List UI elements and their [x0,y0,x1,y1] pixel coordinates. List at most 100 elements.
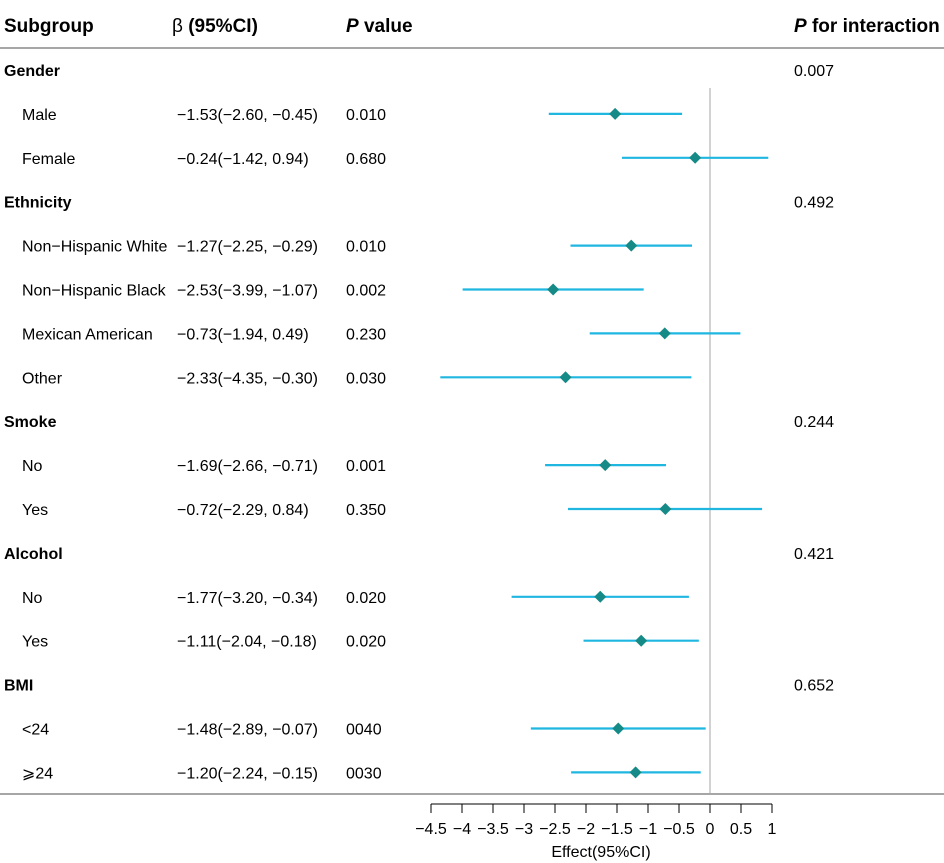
p-interaction-value: 0.492 [794,195,834,212]
subgroup-label: <24 [22,722,49,739]
group-label: Ethnicity [4,195,72,212]
group-label: BMI [4,678,33,695]
estimate-ci-text: −2.33(−4.35, −0.30) [177,370,318,387]
estimate-ci-text: −1.48(−2.89, −0.07) [177,722,318,739]
group-row: Gender 0.007 [4,63,834,80]
group-row: Ethnicity 0.492 [4,195,834,212]
estimate-ci-text: −2.53(−3.99, −1.07) [177,283,318,300]
subgroup-label: Female [22,151,75,168]
p-value: 0.020 [346,634,386,651]
point-estimate [599,459,612,472]
p-value: 0030 [346,765,382,782]
group-label: Smoke [4,414,57,431]
point-estimate [629,766,642,779]
subgroup-row: Mexican American −0.73(−1.94, 0.49) 0.230 [22,326,741,343]
point-estimate [689,151,702,164]
point-estimate [547,283,560,296]
estimate-ci-text: −1.11(−2.04, −0.18) [177,634,317,651]
tick-label: 0.5 [730,821,752,838]
tick-label: −0.5 [663,821,695,838]
subgroup-row: Female −0.24(−1.42, 0.94) 0.680 [22,151,769,168]
p-value: 0.010 [346,239,386,256]
header-p-rest: value [359,16,413,37]
header-p-interaction: P for interaction [794,16,940,37]
subgroup-label: Non−Hispanic Black [22,283,167,300]
p-value: 0.680 [346,151,386,168]
subgroup-label: Yes [22,634,48,651]
group-label: Gender [4,63,60,80]
p-value: 0.010 [346,107,386,124]
x-axis-ticks: −4.5 −4 −3.5 −3 −2.5 −2 −1.5 −1 −0.5 0 0.5 1 [415,804,777,838]
subgroup-label: Yes [22,502,48,519]
estimate-ci-text: −1.69(−2.66, −0.71) [177,458,318,475]
p-interaction-value: 0.007 [794,63,834,80]
p-value: 0.002 [346,283,386,300]
forest-rows: Gender 0.007 Male −1.53(−2.60, −0.45) 0.010 F… [4,63,834,782]
group-row: BMI 0.652 [4,678,834,695]
tick-label: −1.5 [601,821,633,838]
header-subgroup: Subgroup [4,16,94,37]
estimate-ci-text: −1.77(−3.20, −0.34) [177,590,318,607]
point-estimate [658,327,671,340]
tick-label: −4.5 [415,821,447,838]
subgroup-row: No −1.77(−3.20, −0.34) 0.020 [22,590,689,607]
point-estimate [625,239,638,252]
estimate-ci-text: −1.20(−2.24, −0.15) [177,765,318,782]
p-value: 0040 [346,722,382,739]
p-value: 0.350 [346,502,386,519]
point-estimate [559,371,572,384]
header-beta-ci: (95%CI) [183,16,258,37]
p-value: 0.020 [346,590,386,607]
p-value: 0.001 [346,458,386,475]
subgroup-row: Male −1.53(−2.60, −0.45) 0.010 [22,107,683,124]
group-row: Smoke 0.244 [4,414,834,431]
estimate-ci-text: −1.27(−2.25, −0.29) [177,239,318,256]
subgroup-label: Non−Hispanic White [22,239,168,256]
subgroup-row: No −1.69(−2.66, −0.71) 0.001 [22,458,666,475]
subgroup-row: Non−Hispanic Black −2.53(−3.99, −1.07) 0.0… [22,283,644,300]
group-label: Alcohol [4,546,63,563]
p-value: 0.230 [346,326,386,343]
x-axis-title: Effect(95%CI) [551,844,650,861]
subgroup-label: ⩾24 [22,765,53,782]
tick-label: −2.5 [539,821,571,838]
point-estimate [609,107,622,120]
estimate-ci-text: −0.73(−1.94, 0.49) [177,326,309,343]
tick-label: 1 [768,821,777,838]
point-estimate [635,634,648,647]
subgroup-label: No [22,590,43,607]
point-estimate [659,503,672,515]
header-pint-italic: P [794,16,807,37]
subgroup-row: Yes −0.72(−2.29, 0.84) 0.350 [22,502,763,519]
p-interaction-value: 0.421 [794,546,834,563]
header-beta-symbol: β [172,16,183,37]
subgroup-label: Male [22,107,57,124]
header-p-value: P value [346,16,413,37]
subgroup-row: Non−Hispanic White −1.27(−2.25, −0.29) 0.0… [22,239,693,256]
estimate-ci-text: −1.53(−2.60, −0.45) [177,107,318,124]
header-p-italic: P [346,16,359,37]
subgroup-row: Yes −1.11(−2.04, −0.18) 0.020 [22,634,699,651]
subgroup-row: <24 −1.48(−2.89, −0.07) 0040 [22,722,706,739]
p-interaction-value: 0.652 [794,678,834,695]
subgroup-label: Other [22,370,63,387]
p-interaction-value: 0.244 [794,414,834,431]
header-pint-rest: for interaction [807,16,940,37]
tick-label: 0 [706,821,715,838]
subgroup-label: No [22,458,43,475]
tick-label: −3 [515,821,533,838]
p-value: 0.030 [346,370,386,387]
tick-label: −2 [577,821,595,838]
tick-label: −3.5 [477,821,509,838]
subgroup-row: Other −2.33(−4.35, −0.30) 0.030 [22,370,692,387]
tick-label: −1 [639,821,657,838]
x-axis: −4.5 −4 −3.5 −3 −2.5 −2 −1.5 −1 −0.5 0 0.5 1 Effect… [415,803,777,861]
header-beta: β (95%CI) [172,16,258,37]
estimate-ci-text: −0.72(−2.29, 0.84) [177,502,309,519]
subgroup-row: ⩾24 −1.20(−2.24, −0.15) 0030 [22,765,701,782]
subgroup-label: Mexican American [22,326,153,343]
estimate-ci-text: −0.24(−1.42, 0.94) [177,151,309,168]
point-estimate [612,722,625,735]
point-estimate [594,590,607,603]
